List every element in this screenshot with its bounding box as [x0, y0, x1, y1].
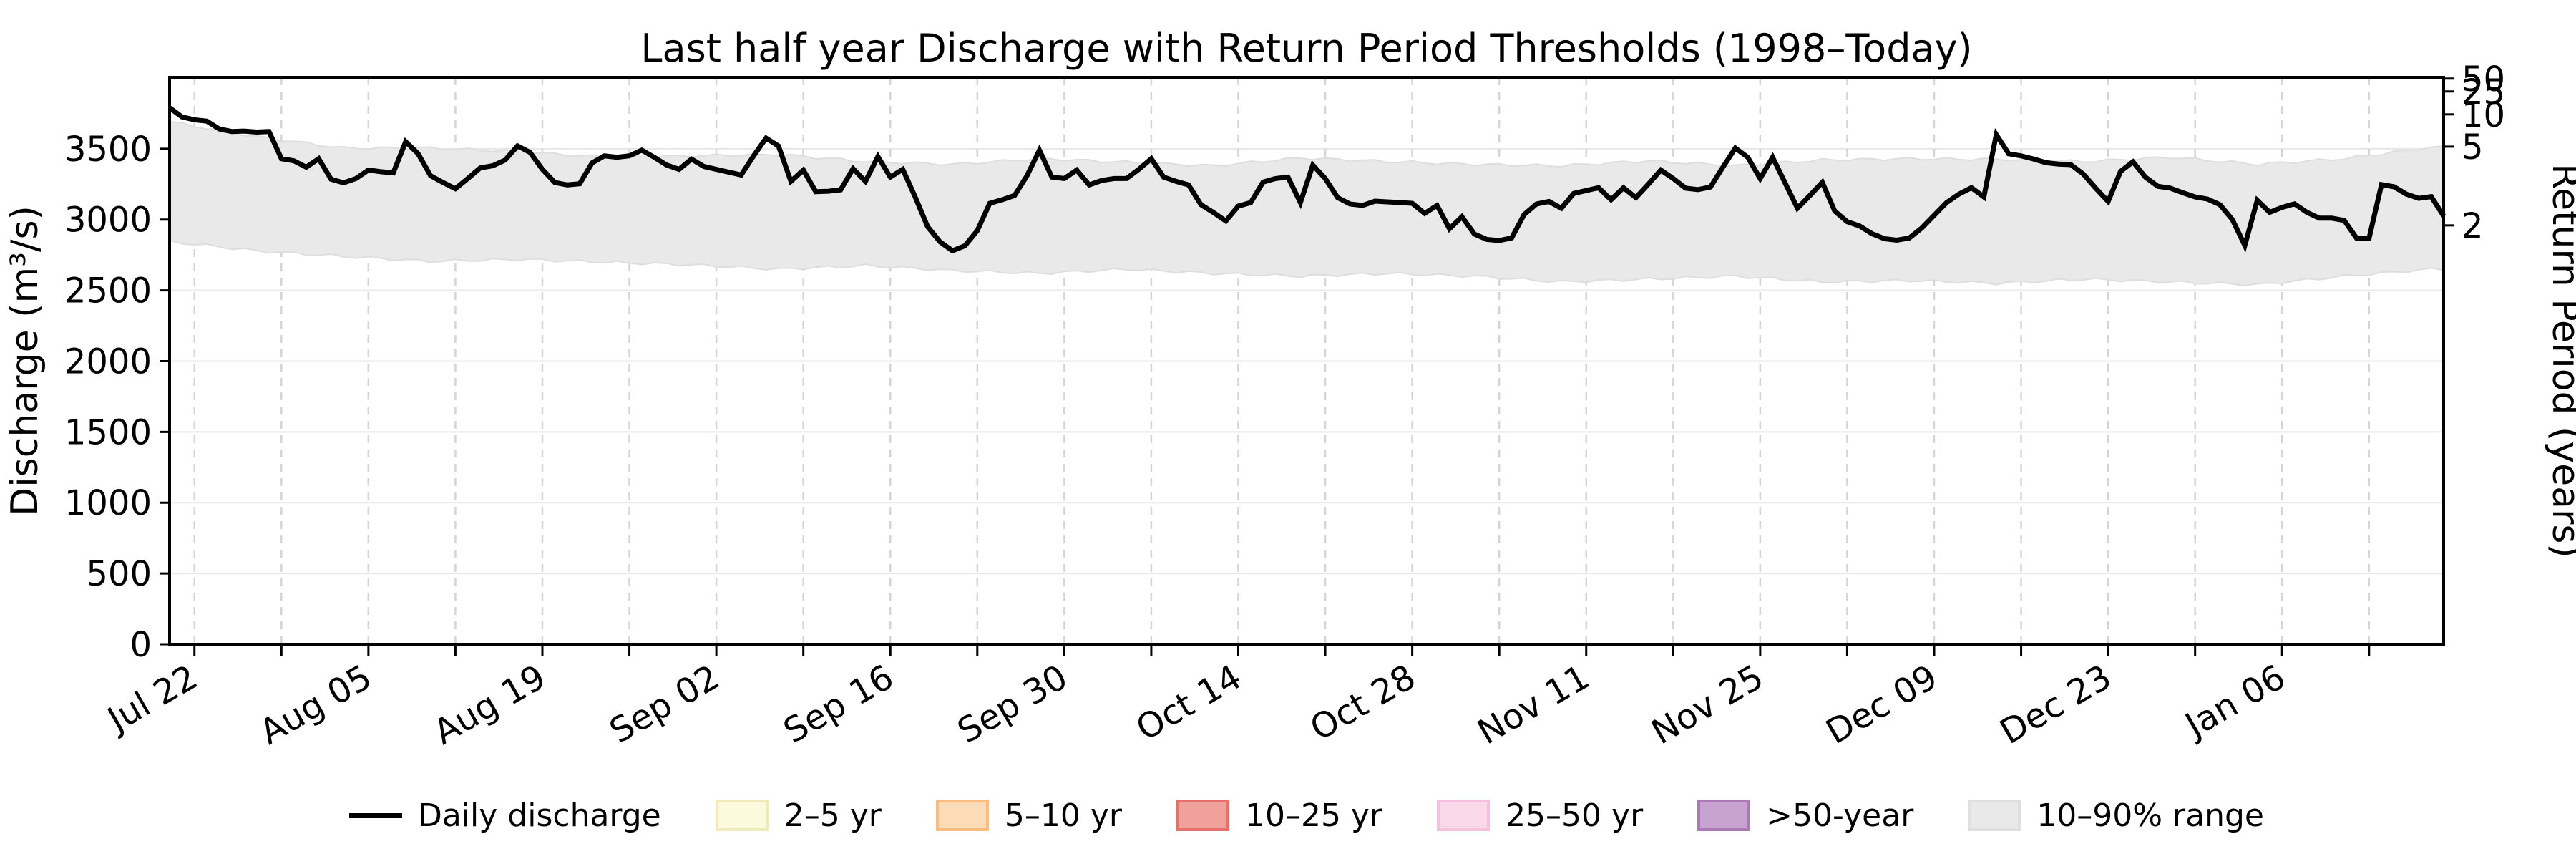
return-period-tick-label: 50: [2462, 59, 2505, 100]
legend-label: 2–5 yr: [784, 797, 882, 834]
legend-patch-swatch: [1968, 800, 2021, 831]
chart-title: Last half year Discharge with Return Per…: [640, 26, 1972, 71]
legend: Daily discharge 2–5 yr 5–10 yr 10–25 yr 25–5…: [170, 790, 2444, 840]
legend-patch-swatch: [715, 800, 769, 831]
y-tick-label: 500: [86, 554, 152, 594]
x-tick-label: Dec 23: [1994, 657, 2119, 752]
legend-patch-swatch: [935, 800, 989, 831]
legend-label: >50-year: [1766, 797, 1914, 834]
legend-label: 10–25 yr: [1244, 797, 1383, 834]
legend-patch-swatch: [1437, 800, 1491, 831]
x-tick-label: Oct 28: [1304, 657, 1423, 749]
y-tick-label: 2000: [64, 341, 152, 382]
y-tick-label: 1000: [64, 483, 152, 523]
p10-p90-band: [169, 121, 2444, 286]
legend-label: 25–50 yr: [1506, 797, 1644, 834]
legend-item: >50-year: [1697, 797, 1913, 834]
return-period-tick-label: 2: [2462, 206, 2484, 246]
legend-line-swatch: [348, 812, 402, 818]
legend-patch-swatch: [1176, 800, 1229, 831]
legend-item: 5–10 yr: [935, 797, 1122, 834]
x-tick-label: Aug 19: [427, 657, 552, 753]
x-tick-label: Nov 11: [1471, 657, 1596, 753]
return-period-tick-label: 10: [2462, 95, 2505, 135]
return-period-tick-label: 25: [2462, 72, 2505, 112]
legend-label: 5–10 yr: [1004, 797, 1122, 834]
x-tick-label: Aug 05: [253, 657, 379, 753]
y-tick-label: 1500: [64, 412, 152, 452]
y-axis-label: Discharge (m³/s): [4, 205, 47, 516]
daily-discharge-line: [167, 105, 2446, 254]
x-tick-label: Sep 30: [951, 657, 1074, 752]
return-period-tick-label: 5: [2462, 127, 2484, 168]
legend-item: 25–50 yr: [1437, 797, 1643, 834]
x-tick-label: Jul 22: [99, 657, 205, 741]
data-layer: [167, 105, 2446, 286]
legend-item: Daily discharge: [348, 797, 661, 834]
y-tick-label: 2500: [64, 271, 152, 311]
x-tick-label: Sep 02: [603, 657, 726, 752]
legend-patch-swatch: [1697, 800, 1751, 831]
legend-label: Daily discharge: [417, 797, 661, 834]
y-tick-label: 3500: [64, 130, 152, 170]
x-tick-label: Nov 25: [1645, 657, 1770, 753]
legend-label: 10–90% range: [2036, 797, 2264, 834]
x-tick-label: Dec 09: [1819, 657, 1944, 752]
x-tick-label: Oct 14: [1130, 657, 1249, 749]
y-tick-label: 0: [130, 625, 152, 665]
right-axis-label: Return Period (years): [2544, 163, 2576, 558]
y-tick-label: 3000: [64, 200, 152, 241]
legend-item: 10–25 yr: [1176, 797, 1382, 834]
x-tick-label: Jan 06: [2177, 657, 2292, 747]
x-tick-label: Sep 16: [777, 657, 900, 752]
legend-item: 10–90% range: [1968, 797, 2264, 834]
legend-item: 2–5 yr: [715, 797, 882, 834]
